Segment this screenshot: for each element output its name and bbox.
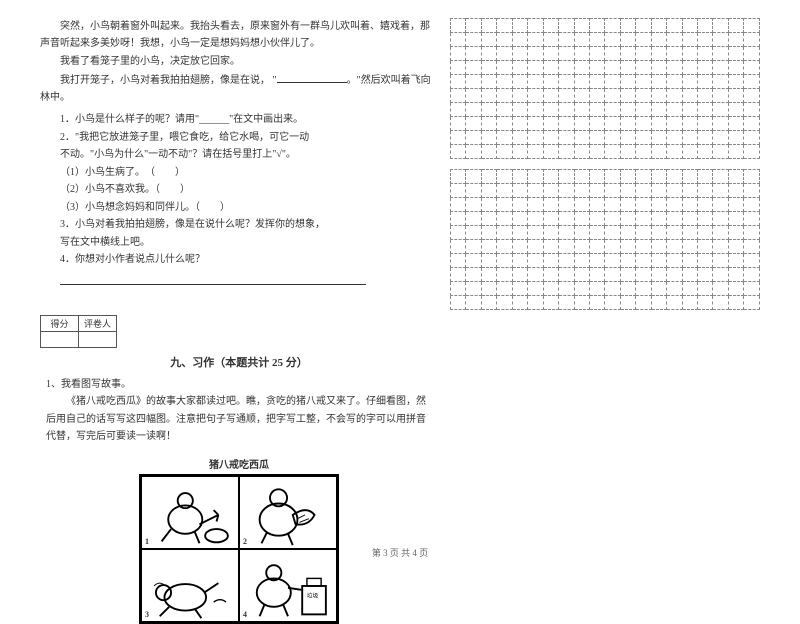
passage-p1: 突然，小鸟朝着窗外叫起来。我抬头看去，原来窗外有一群鸟儿欢叫着、嬉戏着，那声音听… [40, 18, 432, 52]
comic-title: 猪八戒吃西瓜 [139, 456, 339, 471]
blank-fill[interactable] [277, 71, 347, 83]
section-9-body: 1、我看图写故事。 《猪八戒吃西瓜》的故事大家都读过吧。瞧，贪吃的猪八戒又来了。… [46, 376, 432, 446]
score-box: 得分 评卷人 [40, 315, 432, 348]
reading-passage: 突然，小鸟朝着窗外叫起来。我抬头看去，原来窗外有一群鸟儿欢叫着、嬉戏着，那声音听… [40, 18, 432, 107]
page-container: 突然，小鸟朝着窗外叫起来。我抬头看去，原来窗外有一群鸟儿欢叫着、嬉戏着，那声音听… [40, 18, 760, 528]
score-head-1: 得分 [41, 315, 79, 331]
q3a: 3．小鸟对着我拍拍翅膀，像是在说什么呢？发挥你的想象， [40, 216, 432, 234]
writing-grid-1[interactable] [450, 18, 760, 159]
opt3[interactable]: （3）小鸟想念妈妈和同伴儿。（ ） [40, 199, 432, 217]
question-list: 1．小鸟是什么样子的呢？请用"______"在文中画出来。 2．"我把它放进笼子… [40, 111, 432, 287]
section-9: 九、习作（本题共计 25 分） 1、我看图写故事。 《猪八戒吃西瓜》的故事大家都… [46, 348, 432, 624]
panel-num-4: 4 [243, 610, 247, 619]
opt1[interactable]: （1）小鸟生病了。 （ ） [40, 164, 432, 182]
opt2[interactable]: （2）小鸟不喜欢我。（ ） [40, 181, 432, 199]
sec9-text: 《猪八戒吃西瓜》的故事大家都读过吧。瞧，贪吃的猪八戒又来了。仔细看图，然后用自己… [46, 393, 432, 446]
p3-pre: 我打开笼子，小鸟对着我拍拍翅膀，像是在说， [60, 75, 270, 86]
panel-num-3: 3 [145, 610, 149, 619]
score-head-2: 评卷人 [79, 315, 117, 331]
right-column [450, 18, 760, 528]
section-9-title: 九、习作（本题共计 25 分） [46, 354, 432, 370]
q3b: 写在文中横线上吧。 [40, 234, 432, 252]
svg-text:垃圾: 垃圾 [307, 591, 319, 599]
q2b: 不动。"小鸟为什么"一动不动"？请在括号里打上"√"。 [40, 146, 432, 164]
left-column: 突然，小鸟朝着窗外叫起来。我抬头看去，原来窗外有一群鸟儿欢叫着、嬉戏着，那声音听… [40, 18, 432, 528]
score-table: 得分 评卷人 [40, 315, 117, 348]
passage-p2: 我看了看笼子里的小鸟，决定放它回家。 [40, 53, 432, 70]
passage-p3: 我打开笼子，小鸟对着我拍拍翅膀，像是在说， "。"然后欢叫着飞向林中。 [40, 71, 432, 106]
q2a: 2．"我把它放进笼子里，喂它食吃，给它水喝，可它一动 [40, 129, 432, 147]
q1: 1．小鸟是什么样子的呢？请用"______"在文中画出来。 [40, 111, 432, 129]
comic-panel-2: 2 [239, 476, 337, 549]
writing-grid-2[interactable] [450, 169, 760, 310]
comic-container: 猪八戒吃西瓜 1 2 3 垃圾 [139, 456, 339, 624]
sec9-lead: 1、我看图写故事。 [46, 376, 432, 394]
score-cell-2[interactable] [79, 331, 117, 347]
score-cell-1[interactable] [41, 331, 79, 347]
comic-panel-4: 垃圾 4 [239, 549, 337, 622]
comic-panel-1: 1 [141, 476, 239, 549]
q4: 4．你想对小作者说点儿什么呢？ [40, 251, 432, 269]
answer-line[interactable] [60, 273, 366, 285]
comic-panel-3: 3 [141, 549, 239, 622]
panel-num-2: 2 [243, 537, 247, 546]
panel-num-1: 1 [145, 537, 149, 546]
page-footer: 第 3 页 共 4 页 [0, 546, 800, 559]
